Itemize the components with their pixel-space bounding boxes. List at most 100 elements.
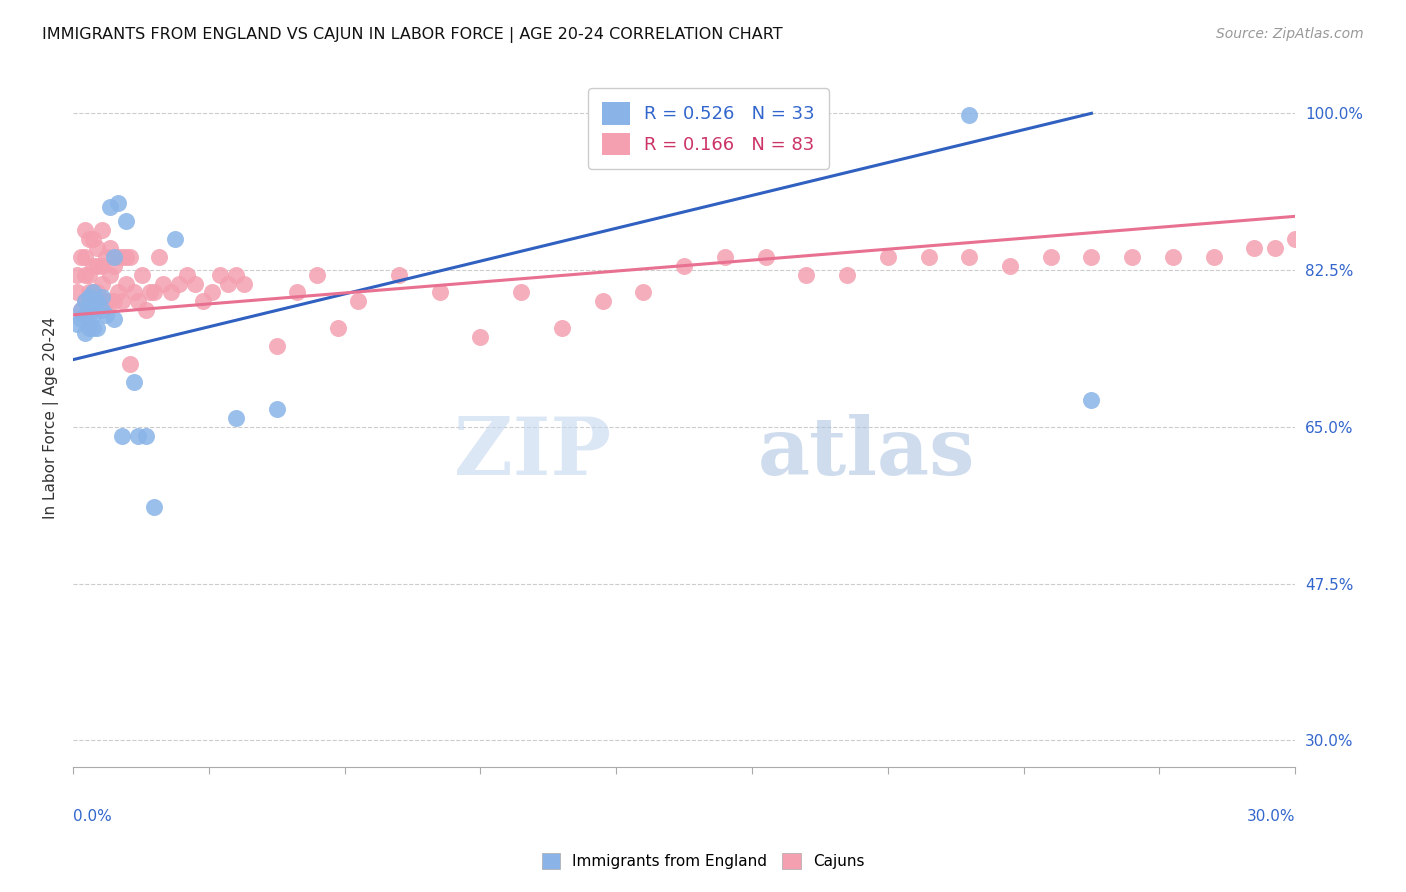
Point — [103, 294, 125, 309]
Point — [152, 277, 174, 291]
Point — [115, 250, 138, 264]
Point — [79, 308, 101, 322]
Point — [998, 259, 1021, 273]
Point — [388, 268, 411, 282]
Point — [70, 312, 93, 326]
Point — [208, 268, 231, 282]
Point — [127, 429, 149, 443]
Point — [754, 250, 776, 264]
Point — [111, 294, 134, 309]
Legend: Immigrants from England, Cajuns: Immigrants from England, Cajuns — [536, 847, 870, 875]
Point — [115, 214, 138, 228]
Point — [794, 268, 817, 282]
Point — [266, 339, 288, 353]
Legend: R = 0.526   N = 33, R = 0.166   N = 83: R = 0.526 N = 33, R = 0.166 N = 83 — [588, 88, 830, 169]
Point — [139, 285, 162, 300]
Point — [66, 317, 89, 331]
Point — [79, 321, 101, 335]
Point — [127, 294, 149, 309]
Point — [167, 277, 190, 291]
Point — [79, 290, 101, 304]
Point — [307, 268, 329, 282]
Point — [90, 259, 112, 273]
Point — [429, 285, 451, 300]
Point — [66, 285, 89, 300]
Text: 30.0%: 30.0% — [1247, 809, 1295, 824]
Point — [233, 277, 256, 291]
Point — [75, 223, 97, 237]
Point — [143, 500, 166, 515]
Point — [75, 294, 97, 309]
Point — [285, 285, 308, 300]
Point — [159, 285, 181, 300]
Point — [266, 401, 288, 416]
Point — [163, 232, 186, 246]
Point — [1121, 250, 1143, 264]
Point — [957, 108, 980, 122]
Point — [326, 321, 349, 335]
Point — [470, 330, 492, 344]
Point — [70, 303, 93, 318]
Point — [633, 285, 655, 300]
Point — [79, 232, 101, 246]
Point — [75, 294, 97, 309]
Point — [115, 277, 138, 291]
Point — [135, 429, 157, 443]
Point — [79, 285, 101, 300]
Point — [122, 375, 145, 389]
Point — [217, 277, 239, 291]
Point — [225, 410, 247, 425]
Text: 0.0%: 0.0% — [73, 809, 111, 824]
Point — [1080, 250, 1102, 264]
Point — [82, 299, 104, 313]
Point — [98, 268, 121, 282]
Point — [86, 294, 108, 309]
Point — [79, 268, 101, 282]
Point — [90, 223, 112, 237]
Point — [75, 268, 97, 282]
Text: ZIP: ZIP — [454, 414, 610, 491]
Point — [1284, 232, 1306, 246]
Point — [82, 259, 104, 273]
Point — [111, 429, 134, 443]
Point — [200, 285, 222, 300]
Point — [86, 285, 108, 300]
Point — [70, 250, 93, 264]
Point — [673, 259, 696, 273]
Text: IMMIGRANTS FROM ENGLAND VS CAJUN IN LABOR FORCE | AGE 20-24 CORRELATION CHART: IMMIGRANTS FROM ENGLAND VS CAJUN IN LABO… — [42, 27, 783, 43]
Point — [94, 250, 117, 264]
Point — [835, 268, 858, 282]
Point — [90, 303, 112, 318]
Point — [66, 268, 89, 282]
Point — [82, 308, 104, 322]
Point — [510, 285, 533, 300]
Point — [193, 294, 215, 309]
Point — [957, 250, 980, 264]
Point — [131, 268, 153, 282]
Point — [107, 195, 129, 210]
Point — [122, 285, 145, 300]
Point — [111, 250, 134, 264]
Point — [135, 303, 157, 318]
Point — [86, 321, 108, 335]
Point — [98, 200, 121, 214]
Point — [75, 250, 97, 264]
Point — [1161, 250, 1184, 264]
Point — [82, 321, 104, 335]
Point — [1243, 241, 1265, 255]
Point — [103, 312, 125, 326]
Point — [90, 290, 112, 304]
Point — [94, 294, 117, 309]
Point — [82, 232, 104, 246]
Point — [347, 294, 370, 309]
Point — [1080, 392, 1102, 407]
Point — [75, 326, 97, 340]
Point — [90, 277, 112, 291]
Text: Source: ZipAtlas.com: Source: ZipAtlas.com — [1216, 27, 1364, 41]
Point — [103, 259, 125, 273]
Point — [107, 285, 129, 300]
Point — [103, 250, 125, 264]
Point — [176, 268, 198, 282]
Point — [107, 250, 129, 264]
Point — [551, 321, 574, 335]
